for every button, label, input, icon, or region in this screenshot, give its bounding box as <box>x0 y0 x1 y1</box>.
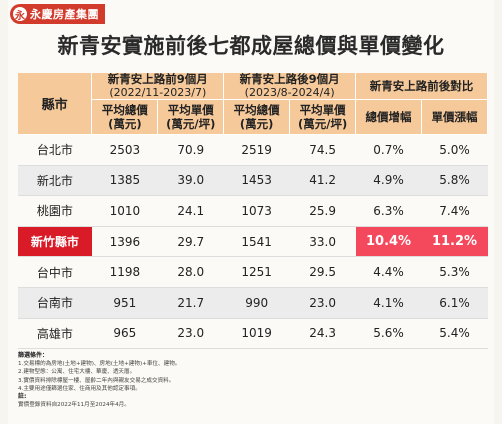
group-header-before: 新青安上路前9個月 (2022/11-2023/7) <box>91 72 225 100</box>
value-cell: 25.9 <box>289 195 356 227</box>
value-cell: 5.0% <box>421 134 488 166</box>
column-header-label: 平均單價 <box>167 103 214 117</box>
table-row: 台北市 2503 70.9 2519 74.5 0.7% 5.0% <box>18 134 488 166</box>
value-cell: 1396 <box>91 226 158 258</box>
column-header: 總價增幅 <box>355 99 423 135</box>
column-header-label: 總價增幅 <box>365 110 412 124</box>
page-title: 新青安實施前後七都成屋總價與單價變化 <box>57 34 445 58</box>
group-header-compare-title: 新青安上路前後對比 <box>369 78 474 93</box>
filter-item: 2.建物型態：公寓、住宅大樓、華廈、透天厝。 <box>18 369 136 376</box>
value-cell: 0.7% <box>355 134 422 166</box>
group-header-after: 新青安上路後9個月 (2023/8-2024/4) <box>223 72 357 100</box>
filter-item: 3.實價資料排除標屋一樓、屋齡二年內與親友交易之成交資料。 <box>18 377 175 384</box>
column-header-label: 平均總價 <box>233 103 280 117</box>
value-cell: 33.0 <box>289 226 356 258</box>
value-cell: 5.3% <box>421 256 488 288</box>
filter-item: 1.交易標的為房地(土地+建物)、房地(土地+建物)+車位、建物。 <box>18 361 181 368</box>
value-cell: 24.1 <box>157 195 224 227</box>
brand-name: 永慶房產集團 <box>30 8 99 21</box>
city-cell: 高雄市 <box>18 318 92 350</box>
value-cell: 39.0 <box>157 165 224 197</box>
note-heading: 註: <box>18 393 27 401</box>
value-cell: 1198 <box>91 256 158 288</box>
value-cell: 28.0 <box>157 256 224 288</box>
column-header: 單價漲幅 <box>421 99 488 135</box>
value-cell: 1019 <box>223 318 290 350</box>
value-cell: 4.9% <box>355 165 422 197</box>
city-cell: 桃園市 <box>18 195 92 227</box>
city-cell: 台北市 <box>18 134 92 166</box>
note-text: 實價登錄資料自2022年11月至2024年4月。 <box>18 402 130 409</box>
value-cell: 5.6% <box>355 318 422 350</box>
city-cell: 台南市 <box>18 287 92 319</box>
value-cell: 6.3% <box>355 195 422 227</box>
city-cell: 台中市 <box>18 256 92 288</box>
value-cell: 1010 <box>91 195 158 227</box>
value-cell: 7.4% <box>421 195 488 227</box>
table-row: 新北市 1385 39.0 1453 41.2 4.9% 5.8% <box>18 165 488 197</box>
value-cell: 10.4% <box>355 226 422 258</box>
value-cell: 1251 <box>223 256 290 288</box>
column-header: 平均單價 (萬元/坪) <box>289 99 357 135</box>
value-cell: 990 <box>223 287 290 319</box>
filter-item: 4.主要用途僅篩選住家、住商用及其他認定事項。 <box>18 385 141 392</box>
city-cell: 新竹縣市 <box>18 226 92 258</box>
value-cell: 6.1% <box>421 287 488 319</box>
value-cell: 965 <box>91 318 158 350</box>
filter-heading: 篩選條件： <box>18 352 49 359</box>
value-cell: 951 <box>91 287 158 319</box>
brand-mark-icon: 永 <box>13 7 27 22</box>
value-cell: 5.8% <box>421 165 488 197</box>
value-cell: 29.7 <box>157 226 224 258</box>
value-cell: 4.4% <box>355 256 422 288</box>
table-row: 台中市 1198 28.0 1251 29.5 4.4% 5.3% <box>18 256 488 288</box>
price-comparison-table: 縣市 新青安上路前9個月 (2022/11-2023/7) 新青安上路後9個月 … <box>18 72 488 350</box>
brand-logo[interactable]: 永 永慶房產集團 <box>10 4 105 24</box>
value-cell: 23.0 <box>289 287 356 319</box>
table-row: 台南市 951 21.7 990 23.0 4.1% 6.1% <box>18 287 488 319</box>
table-row: 高雄市 965 23.0 1019 24.3 5.6% 5.4% <box>18 318 488 350</box>
column-header: 平均總價 (萬元) <box>91 99 159 135</box>
column-header-label: 單價漲幅 <box>431 110 478 124</box>
value-cell: 24.3 <box>289 318 356 350</box>
footnotes: 篩選條件： 1.交易標的為房地(土地+建物)、房地(土地+建物)+車位、建物。 … <box>18 352 180 409</box>
column-header-label: 平均單價 <box>299 103 346 117</box>
column-header-unit: (萬元/坪) <box>297 117 348 131</box>
value-cell: 23.0 <box>157 318 224 350</box>
city-column-header: 縣市 <box>18 73 93 135</box>
value-cell: 1073 <box>223 195 290 227</box>
value-cell: 5.4% <box>421 318 488 350</box>
value-cell: 4.1% <box>355 287 422 319</box>
value-cell: 1385 <box>91 165 158 197</box>
group-header-after-title: 新青安上路後9個月 <box>239 72 340 86</box>
group-header-compare: 新青安上路前後對比 <box>355 73 488 100</box>
infographic: 永 永慶房產集團 新青安實施前後七都成屋總價與單價變化 縣市 新青安上路前9個月… <box>8 0 494 424</box>
value-cell: 74.5 <box>289 134 356 166</box>
column-header: 平均總價 (萬元) <box>223 99 291 135</box>
value-cell: 29.5 <box>289 256 356 288</box>
column-header-unit: (萬元) <box>108 117 142 131</box>
group-header-before-title: 新青安上路前9個月 <box>107 72 208 86</box>
value-cell: 70.9 <box>157 134 224 166</box>
city-cell: 新北市 <box>18 165 92 197</box>
value-cell: 41.2 <box>289 165 356 197</box>
table-row: 桃園市 1010 24.1 1073 25.9 6.3% 7.4% <box>18 195 488 227</box>
value-cell: 21.7 <box>157 287 224 319</box>
value-cell: 1453 <box>223 165 290 197</box>
column-header-unit: (萬元/坪) <box>166 117 216 131</box>
value-cell: 2519 <box>223 134 290 166</box>
table-row: 新竹縣市 1396 29.7 1541 33.0 10.4% 11.2% <box>18 226 488 258</box>
group-header-before-period: (2022/11-2023/7) <box>109 86 207 99</box>
column-header-label: 平均總價 <box>101 103 148 117</box>
value-cell: 1541 <box>223 226 290 258</box>
column-header: 平均單價 (萬元/坪) <box>157 99 225 135</box>
column-header-unit: (萬元) <box>239 117 274 131</box>
value-cell: 2503 <box>91 134 158 166</box>
value-cell: 11.2% <box>421 226 488 258</box>
group-header-after-period: (2023/8-2024/4) <box>244 86 335 99</box>
